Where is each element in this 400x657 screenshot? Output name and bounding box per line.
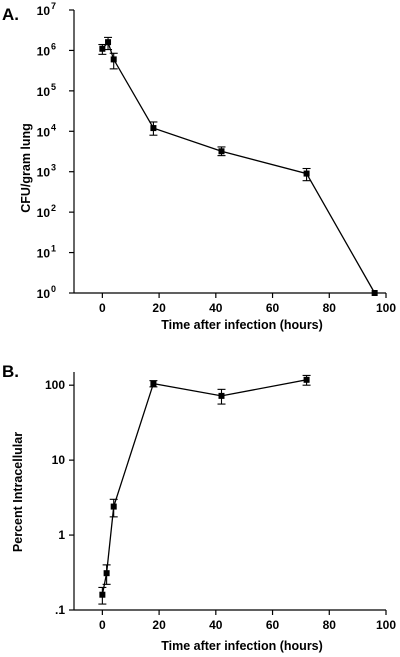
y-tick-label-base: 10 xyxy=(37,287,51,301)
series-line xyxy=(101,40,376,294)
x-tick-label: 80 xyxy=(323,618,337,632)
x-tick-label: 40 xyxy=(209,301,223,315)
y-tick-label-base: 10 xyxy=(37,44,51,58)
x-tick-label: 100 xyxy=(376,618,396,632)
panel-a-y-axis-title: CFU/gram lung xyxy=(19,123,33,213)
panel-a-x-axis-title: Time after infection (hours) xyxy=(161,318,323,332)
y-tick-label-exponent: 1 xyxy=(51,244,56,254)
x-tick-label: 40 xyxy=(209,618,223,632)
data-point-marker xyxy=(105,39,112,46)
y-tick-label-exponent: 7 xyxy=(51,1,56,11)
x-tick-label: 20 xyxy=(152,301,166,315)
x-tick-label: 0 xyxy=(99,301,106,315)
panel-b-ticks: 0 20 40 60 80 100 .1 1 10 100 xyxy=(45,378,396,632)
data-point-marker xyxy=(218,392,225,399)
y-tick-label-exponent: 2 xyxy=(51,203,56,213)
x-tick-label: 0 xyxy=(99,618,106,632)
data-point-marker xyxy=(303,170,310,177)
y-tick-label: 100 xyxy=(45,378,65,392)
x-tick-label: 80 xyxy=(323,301,337,315)
y-tick-label-base: 10 xyxy=(37,85,51,99)
panel-b-axes xyxy=(73,372,386,611)
series-line xyxy=(101,379,307,595)
y-tick-label-base: 10 xyxy=(37,166,51,180)
data-point-marker xyxy=(303,376,310,383)
panel-b-y-axis-title: Percent Intracellular xyxy=(11,432,25,552)
data-point-marker xyxy=(103,570,110,577)
panel-a-axes xyxy=(73,10,386,294)
y-tick-label-exponent: 5 xyxy=(51,82,56,92)
y-tick-label: .1 xyxy=(55,603,65,617)
panel-b-data xyxy=(98,374,311,605)
y-tick-label-exponent: 0 xyxy=(51,284,56,294)
panel-b-x-axis-title: Time after infection (hours) xyxy=(161,639,323,653)
data-point-marker xyxy=(150,125,157,132)
x-tick-label: 60 xyxy=(266,618,280,632)
y-tick-label-base: 10 xyxy=(37,206,51,220)
data-point-marker xyxy=(110,56,117,63)
y-tick-label-base: 10 xyxy=(37,125,51,139)
y-tick-label-base: 10 xyxy=(37,4,51,18)
x-tick-label: 100 xyxy=(376,301,396,315)
y-tick-label-exponent: 3 xyxy=(51,163,56,173)
y-tick-label-exponent: 4 xyxy=(51,122,56,132)
data-point-marker xyxy=(99,591,106,598)
y-tick-label: 1 xyxy=(58,528,65,542)
x-tick-label: 20 xyxy=(152,618,166,632)
data-point-marker xyxy=(150,380,157,387)
data-point-marker xyxy=(99,45,106,52)
x-tick-label: 60 xyxy=(266,301,280,315)
panel-a-data xyxy=(98,36,378,296)
panel-b: B. 0 20 40 60 80 100 .1 1 10 100 Time after infec… xyxy=(2,362,396,653)
panel-a-label: A. xyxy=(2,5,19,24)
panel-b-label: B. xyxy=(2,362,19,381)
data-point-marker xyxy=(371,290,378,296)
y-tick-label-exponent: 6 xyxy=(51,41,56,51)
y-tick-label-base: 10 xyxy=(37,247,51,261)
y-tick-label: 10 xyxy=(52,453,66,467)
data-point-marker xyxy=(110,503,117,510)
data-point-marker xyxy=(218,148,225,155)
